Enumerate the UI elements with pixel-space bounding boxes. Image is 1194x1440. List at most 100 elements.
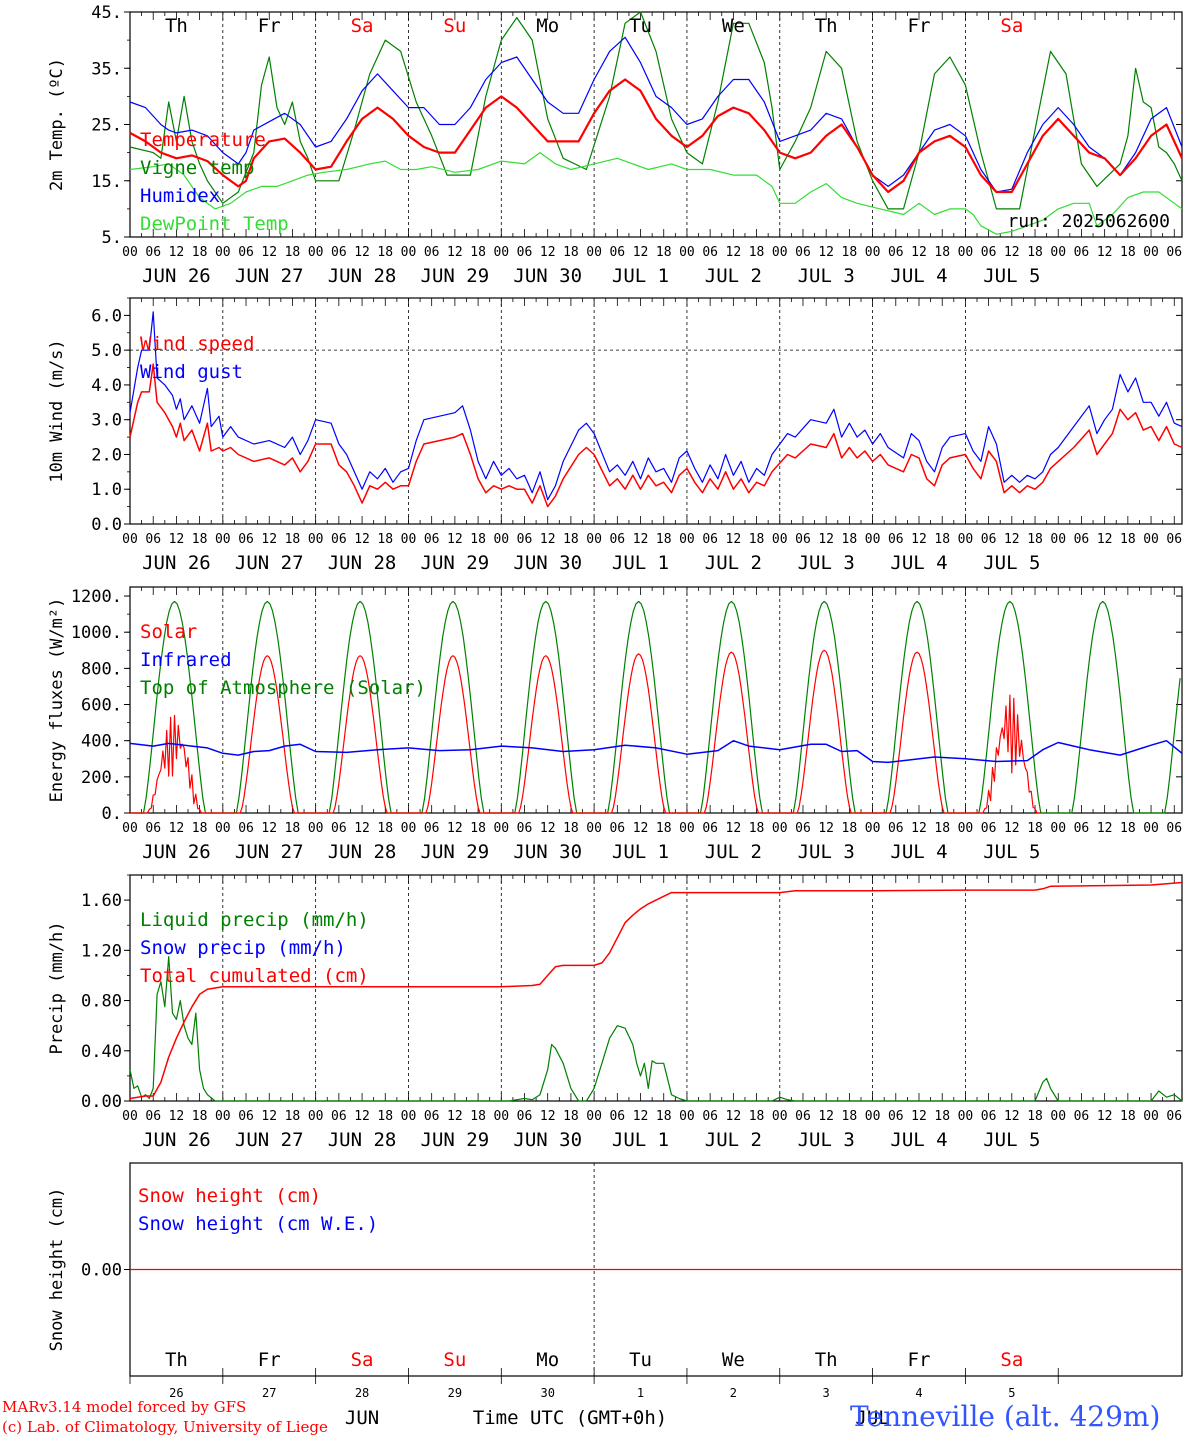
date-label: JUN 28 [328,1129,397,1151]
hour-tick-label: 12 [1097,532,1113,547]
series-line [129,739,1183,764]
hour-tick-label: 06 [888,532,904,547]
weekday-label: Sa [1000,1349,1023,1371]
hour-tick-label: 18 [285,1109,301,1124]
hour-tick-label: 18 [192,1109,208,1124]
hour-tick-label: 12 [169,1109,185,1124]
hour-tick-label: 18 [1120,532,1136,547]
hour-tick-label: 12 [261,1109,277,1124]
series-line [129,881,1183,1100]
hour-tick-label: 12 [354,1109,370,1124]
hour-tick-label: 12 [261,532,277,547]
hour-tick-label: 18 [656,245,672,260]
day-number: 28 [355,1386,369,1400]
day-number: 1 [637,1386,644,1400]
date-label: JUL 4 [890,1129,947,1151]
hour-tick-label: 06 [981,245,997,260]
hour-tick-label: 00 [215,532,231,547]
hour-tick-label: 12 [911,532,927,547]
y-axis-title: 2m Temp. (ºC) [47,58,67,191]
hour-tick-label: 18 [934,1109,950,1124]
weekday-label: Sa [351,1349,374,1371]
hour-tick-label: 00 [493,821,509,836]
hour-tick-label: 06 [424,532,440,547]
hour-tick-label: 12 [818,245,834,260]
hour-tick-label: 00 [215,821,231,836]
hour-tick-label: 18 [285,245,301,260]
date-label: JUN 27 [235,265,304,287]
hour-tick-label: 00 [122,1109,138,1124]
y-axis-title: 10m Wind (m/s) [47,339,67,482]
hour-tick-label: 00 [679,821,695,836]
legend-entry: Total cumulated (cm) [140,965,369,987]
date-label: JUN 29 [421,552,490,574]
date-label: JUL 5 [983,552,1040,574]
y-tick-label: 0.00 [81,1261,122,1281]
y-axis-title: Snow height (cm) [47,1188,67,1352]
hour-tick-label: 00 [586,245,602,260]
hour-tick-label: 00 [679,1109,695,1124]
series-line [129,152,1183,235]
date-label: JUL 5 [983,1129,1040,1151]
date-label: JUN 29 [421,1129,490,1151]
y-tick-label: 0.80 [81,992,122,1012]
hour-tick-label: 00 [1143,532,1159,547]
hour-tick-label: 12 [540,532,556,547]
weekday-label: Mo [536,1349,559,1371]
legend-entry: Snow height (cm W.E.) [138,1213,378,1235]
hour-tick-label: 00 [493,532,509,547]
hour-tick-label: 18 [842,532,858,547]
hour-tick-label: 18 [842,1109,858,1124]
y-tick-label: 45. [91,3,122,23]
date-label: JUL 3 [798,1129,855,1151]
hour-tick-label: 12 [911,245,927,260]
date-label: JUL 3 [798,841,855,863]
hour-tick-label: 00 [401,532,417,547]
hour-tick-label: 12 [261,245,277,260]
hour-tick-label: 12 [354,532,370,547]
hour-tick-label: 00 [1143,1109,1159,1124]
series-line [129,78,1183,194]
hour-tick-label: 06 [609,532,625,547]
y-tick-label: 0.00 [81,1092,122,1112]
hour-tick-label: 00 [1050,1109,1066,1124]
hour-tick-label: 12 [911,1109,927,1124]
hour-tick-label: 18 [192,245,208,260]
date-label: JUL 1 [612,1129,669,1151]
hour-tick-label: 00 [772,1109,788,1124]
hour-tick-label: 06 [145,821,161,836]
date-label: JUN 27 [235,841,304,863]
hour-tick-label: 12 [633,245,649,260]
hour-tick-label: 06 [981,1109,997,1124]
hour-tick-label: 06 [145,245,161,260]
hour-tick-label: 12 [447,821,463,836]
panel-frame [129,586,1183,814]
legend-entry: DewPoint Temp [140,213,289,235]
weekday-label: Su [443,1349,466,1371]
weekday-label: Sa [351,15,374,37]
hour-tick-label: 18 [1120,1109,1136,1124]
hour-tick-label: 18 [470,1109,486,1124]
date-label: JUN 30 [513,1129,582,1151]
y-tick-label: 4.0 [91,376,122,396]
hour-tick-label: 18 [934,821,950,836]
hour-tick-label: 00 [679,532,695,547]
hour-tick-label: 12 [540,821,556,836]
hour-tick-label: 12 [169,245,185,260]
hour-tick-label: 00 [493,245,509,260]
hour-tick-label: 18 [377,821,393,836]
hour-tick-label: 00 [308,1109,324,1124]
weekday-label: Tu [629,1349,652,1371]
hour-tick-label: 12 [540,245,556,260]
hour-tick-label: 12 [447,532,463,547]
hour-tick-label: 06 [1074,532,1090,547]
legend-entry: Liquid precip (mm/h) [140,909,369,931]
hour-tick-label: 00 [1143,821,1159,836]
date-label: JUL 1 [612,265,669,287]
hour-tick-label: 00 [865,532,881,547]
hour-tick-label: 18 [656,1109,672,1124]
hour-tick-label: 00 [958,532,974,547]
hour-tick-label: 06 [145,532,161,547]
hour-tick-label: 00 [215,1109,231,1124]
hour-tick-label: 06 [517,1109,533,1124]
